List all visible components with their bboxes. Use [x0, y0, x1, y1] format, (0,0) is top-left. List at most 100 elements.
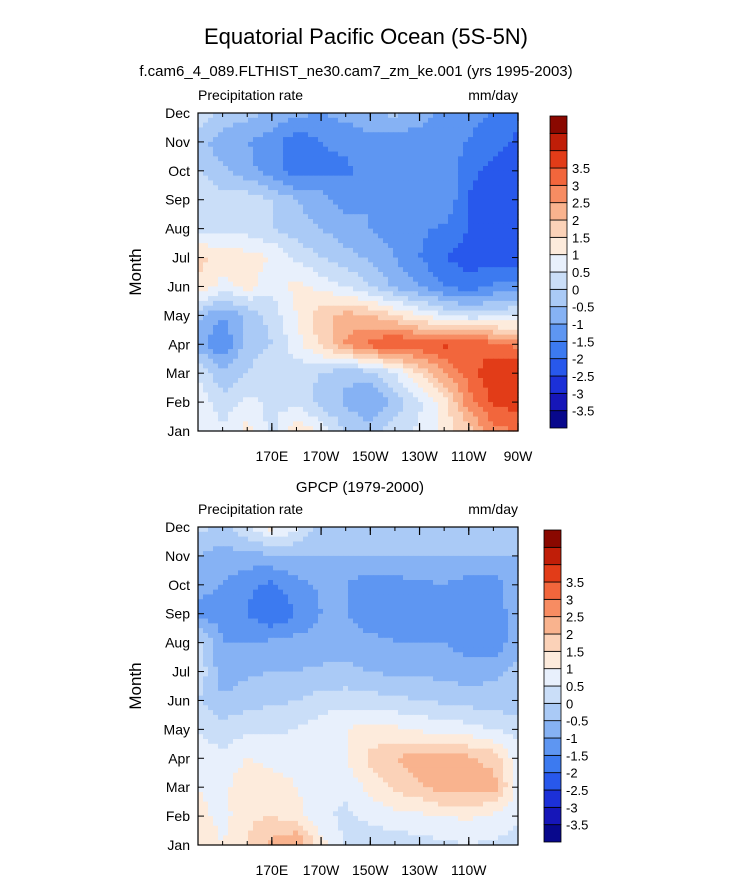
heatmap-cell — [233, 565, 239, 571]
heatmap-cell — [383, 161, 389, 167]
heatmap-cell — [473, 132, 479, 138]
heatmap-cell — [378, 141, 384, 148]
heatmap-cell — [343, 382, 349, 389]
heatmap-cell — [303, 555, 309, 562]
heatmap-cell — [213, 156, 219, 162]
heatmap-cell — [513, 233, 519, 239]
heatmap-cell — [473, 555, 479, 562]
heatmap-cell — [468, 214, 474, 220]
heatmap-cell — [423, 363, 429, 369]
heatmap-cell — [258, 296, 264, 302]
heatmap-cell — [378, 267, 384, 273]
heatmap-cell — [473, 113, 479, 119]
heatmap-cell — [468, 339, 474, 345]
heatmap-cell — [488, 161, 494, 167]
heatmap-cell — [228, 315, 234, 321]
heatmap-cell — [353, 358, 359, 365]
heatmap-cell — [403, 363, 409, 369]
heatmap-cell — [508, 247, 514, 254]
heatmap-cell — [428, 190, 434, 196]
heatmap-cell — [418, 344, 424, 350]
heatmap-cell — [408, 276, 414, 283]
heatmap-cell — [263, 334, 269, 341]
heatmap-cell — [393, 353, 399, 360]
heatmap-cell — [488, 223, 494, 230]
heatmap-cell — [208, 402, 214, 408]
heatmap-cell — [323, 392, 329, 398]
heatmap-cell — [293, 272, 299, 278]
heatmap-cell — [363, 334, 369, 341]
heatmap-cell — [388, 204, 394, 210]
heatmap-cell — [228, 127, 234, 133]
heatmap-cell — [198, 161, 204, 167]
heatmap-cell — [428, 402, 434, 408]
heatmap-cell — [283, 262, 289, 268]
heatmap-cell — [343, 214, 349, 220]
heatmap-cell — [488, 170, 494, 177]
heatmap-cell — [258, 267, 264, 273]
heatmap-cell — [378, 175, 384, 182]
heatmap-cell — [283, 243, 289, 249]
heatmap-cell — [258, 378, 264, 384]
heatmap-cell — [458, 325, 464, 331]
heatmap-cell — [463, 373, 469, 379]
heatmap-cell — [248, 146, 254, 153]
heatmap-cell — [198, 291, 204, 297]
axis-ticks: JanFebMarAprMayJunJulAugSepOctNovDec170E… — [164, 105, 534, 464]
heatmap-cell — [408, 146, 414, 153]
heatmap-cell — [338, 127, 344, 133]
heatmap-cell — [393, 363, 399, 369]
heatmap-cell — [508, 320, 514, 326]
heatmap-cell — [503, 223, 509, 230]
heatmap-cell — [478, 315, 484, 321]
heatmap-cell — [453, 416, 459, 422]
heatmap-cell — [223, 219, 229, 225]
heatmap-cell — [513, 141, 519, 148]
heatmap-cell — [333, 344, 339, 350]
heatmap-cell — [308, 238, 314, 244]
heatmap-cell — [388, 392, 394, 398]
heatmap-cell — [348, 349, 354, 355]
heatmap-cell — [438, 325, 444, 331]
heatmap-cell — [438, 113, 444, 119]
heatmap-cell — [323, 243, 329, 249]
heatmap-cell — [333, 281, 339, 288]
heatmap-cell — [238, 565, 244, 571]
heatmap-cell — [313, 204, 319, 210]
heatmap-cell — [243, 373, 249, 379]
heatmap-cell — [428, 310, 434, 316]
heatmap-cell — [448, 137, 454, 143]
heatmap-cell — [428, 300, 434, 307]
heatmap-cell — [498, 204, 504, 210]
heatmap-cell — [378, 170, 384, 177]
heatmap-cell — [203, 416, 209, 422]
heatmap-cell — [233, 141, 239, 148]
heatmap-cell — [448, 382, 454, 389]
heatmap-cell — [438, 252, 444, 259]
heatmap-cell — [263, 286, 269, 292]
heatmap-cell — [288, 344, 294, 350]
heatmap-cell — [508, 402, 514, 408]
heatmap-cell — [388, 531, 394, 538]
heatmap-cell — [258, 166, 264, 172]
heatmap-cell — [338, 276, 344, 283]
heatmap-cell — [348, 363, 354, 369]
heatmap-cell — [418, 170, 424, 177]
heatmap-cell — [408, 421, 414, 427]
heatmap-cell — [213, 551, 219, 557]
heatmap-cell — [488, 551, 494, 557]
heatmap-cell — [228, 247, 234, 254]
heatmap-cell — [308, 262, 314, 268]
heatmap-cell — [293, 406, 299, 413]
heatmap-cell — [468, 411, 474, 418]
heatmap-cell — [458, 555, 464, 562]
heatmap-cell — [248, 151, 254, 157]
heatmap-cell — [418, 262, 424, 268]
heatmap-cell — [308, 276, 314, 283]
heatmap-cell — [428, 565, 434, 571]
heatmap-cell — [238, 238, 244, 244]
heatmap-cell — [253, 382, 259, 389]
heatmap-cell — [468, 223, 474, 230]
heatmap-cell — [213, 223, 219, 230]
heatmap-cell — [403, 137, 409, 143]
